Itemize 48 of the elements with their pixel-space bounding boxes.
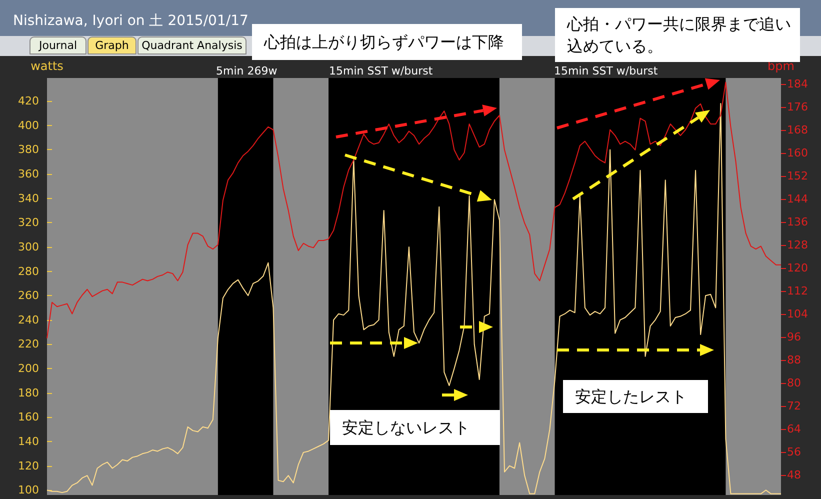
y2-tick-label: 104: [787, 307, 808, 320]
y2-tick-label: 168: [787, 123, 808, 136]
y2-tick-label: 128: [787, 238, 808, 252]
y2-tick-label: 56: [787, 445, 801, 458]
y2-tick-label: 136: [787, 215, 808, 228]
y-tick-label: 160: [18, 410, 39, 424]
text: 心拍は上がり切らずパワーは下降: [263, 32, 504, 52]
annotation: 安定したレスト: [575, 387, 687, 406]
y2-tick-label: 112: [787, 284, 808, 298]
text: 5min 269w: [216, 64, 278, 78]
y-tick-label: 140: [18, 435, 39, 448]
y2-tick-label: 80: [787, 376, 801, 390]
y-tick-label: 380: [18, 143, 39, 156]
text: Journal: [38, 39, 78, 52]
text: Graph: [95, 39, 129, 52]
y-tick-label: 420: [18, 94, 39, 108]
y-tick-label: 260: [18, 289, 39, 302]
y2-tick-label: 120: [787, 261, 808, 274]
y2-tick-label: 184: [787, 77, 808, 90]
y-tick-label: 100: [18, 484, 39, 497]
y2-tick-label: 96: [787, 330, 801, 344]
chart-title: Nishizawa, Iyori on 土 2015/01/17: [13, 13, 248, 29]
y2-tick-label: 64: [787, 422, 801, 436]
y-tick-label: 240: [18, 313, 39, 326]
y2-tick-label: 88: [787, 353, 801, 366]
y-tick-label: 360: [18, 168, 39, 181]
y-tick-label: 280: [18, 264, 39, 278]
y-tick-label: 300: [18, 240, 39, 254]
y2-tick-label: 160: [787, 146, 808, 160]
y-tick-label: 400: [18, 118, 39, 132]
y-tick-label: 320: [18, 216, 39, 230]
y2-tick-label: 72: [787, 399, 801, 412]
text: 15min SST w/burst: [554, 64, 658, 78]
text: Quadrant Analysis: [142, 39, 243, 52]
y2-tick-label: 176: [787, 100, 808, 114]
y-tick-label: 200: [18, 362, 39, 376]
y-tick-label: 180: [18, 386, 39, 400]
y2-tick-label: 48: [787, 468, 801, 482]
y-tick-label: 120: [18, 459, 39, 472]
text: 15min SST w/burst: [329, 64, 434, 78]
y-axis-title: watts: [30, 59, 64, 73]
text: 心拍・パワー共に限界まで追い込めている。: [566, 14, 791, 56]
y2-tick-label: 144: [787, 192, 808, 206]
y-tick-label: 220: [18, 338, 39, 351]
y-tick-label: 340: [18, 192, 39, 205]
annotation: 安定しないレスト: [342, 418, 470, 437]
y2-tick-label: 152: [787, 169, 808, 182]
y2-axis-title: bpm: [768, 59, 794, 73]
